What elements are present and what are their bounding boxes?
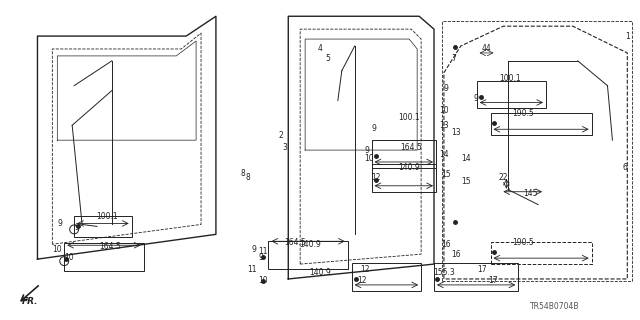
Text: 140.9: 140.9 xyxy=(300,240,321,249)
Text: 12: 12 xyxy=(358,276,367,285)
Text: 11: 11 xyxy=(259,247,268,256)
Bar xyxy=(372,164,436,192)
Text: 190.5: 190.5 xyxy=(513,109,534,118)
Text: 12: 12 xyxy=(360,265,369,274)
Text: 16: 16 xyxy=(441,240,451,249)
Text: 10: 10 xyxy=(64,253,74,262)
Bar xyxy=(434,263,518,291)
Text: 10: 10 xyxy=(439,106,449,115)
Text: 17: 17 xyxy=(488,276,498,285)
Text: 164.5: 164.5 xyxy=(401,143,422,152)
Bar xyxy=(490,242,591,264)
Text: FR.: FR. xyxy=(22,297,39,306)
Text: TR54B0704B: TR54B0704B xyxy=(530,302,580,311)
Bar xyxy=(477,81,546,108)
Text: 100.1: 100.1 xyxy=(399,113,420,122)
Text: 100.1: 100.1 xyxy=(96,212,118,221)
Text: 3: 3 xyxy=(282,143,287,152)
Text: 14: 14 xyxy=(461,154,470,163)
Bar xyxy=(74,215,132,237)
Text: 10: 10 xyxy=(52,245,62,254)
Text: 164.5: 164.5 xyxy=(284,238,306,247)
Text: 12: 12 xyxy=(372,173,381,182)
Text: 22: 22 xyxy=(499,173,508,182)
Text: 164.5: 164.5 xyxy=(99,242,121,251)
Text: 1: 1 xyxy=(625,32,630,41)
Text: 16: 16 xyxy=(451,250,460,259)
Text: 15: 15 xyxy=(461,177,470,186)
Text: 9: 9 xyxy=(365,146,369,155)
Text: 10: 10 xyxy=(259,276,268,285)
Text: 9: 9 xyxy=(259,253,264,262)
Text: 44: 44 xyxy=(482,44,492,53)
Text: 140.9: 140.9 xyxy=(309,268,331,277)
Text: 10: 10 xyxy=(365,154,374,163)
Text: 2: 2 xyxy=(278,131,283,140)
Text: 14: 14 xyxy=(439,149,449,158)
Text: 145: 145 xyxy=(523,189,538,198)
Bar xyxy=(268,241,348,269)
Bar xyxy=(490,113,591,135)
Text: 13: 13 xyxy=(439,121,449,130)
Text: 155.3: 155.3 xyxy=(433,268,455,277)
Text: 9: 9 xyxy=(444,84,449,93)
Text: 5: 5 xyxy=(325,54,330,63)
Text: 17: 17 xyxy=(477,265,486,274)
Bar xyxy=(372,140,436,168)
Text: 100.1: 100.1 xyxy=(500,74,521,83)
Bar xyxy=(352,263,421,291)
Text: 9: 9 xyxy=(474,94,479,103)
Text: 15: 15 xyxy=(441,170,451,180)
Bar xyxy=(442,21,632,281)
Text: 7: 7 xyxy=(451,54,456,63)
Text: 13: 13 xyxy=(451,128,460,137)
Bar xyxy=(64,243,143,271)
Text: 190.5: 190.5 xyxy=(513,238,534,247)
Text: 140.9: 140.9 xyxy=(398,163,420,172)
Text: 9: 9 xyxy=(252,245,257,254)
Text: 9: 9 xyxy=(372,124,376,133)
Text: 8: 8 xyxy=(246,173,250,182)
Text: 9: 9 xyxy=(74,223,79,232)
Text: 4: 4 xyxy=(318,44,323,53)
Text: 9: 9 xyxy=(58,219,62,228)
Text: 8: 8 xyxy=(241,169,246,178)
Text: 11: 11 xyxy=(247,265,257,274)
Text: 6: 6 xyxy=(622,164,627,172)
